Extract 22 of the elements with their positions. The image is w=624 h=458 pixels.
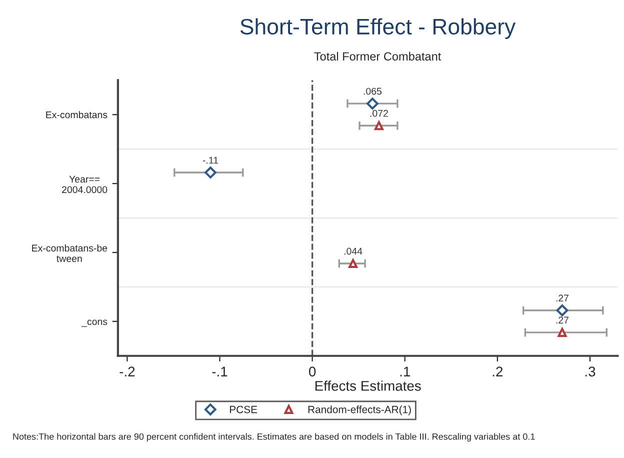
x-tick-label: -.2 [120,366,135,376]
x-axis-title: Effects Estimates [315,380,421,391]
legend-label: PCSE [230,406,258,414]
x-tick-label: .1 [400,366,410,376]
y-tick-label: _cons [81,320,108,327]
text: Notes:The horizontal bars are 90 percent confident intervals. Estimates are based on models in Table III. Rescaling variables at 0.1 [13,433,535,442]
chart-subtitle: Total Former Combatant [314,52,442,61]
data-label: -.11 [202,156,218,164]
y-tick-label: Ex-combatans [46,111,108,118]
chart-title: Short-Term Effect - Robbery [240,18,516,39]
data-label: .072 [370,110,388,117]
y-tick-label: Ex-combatans-be tween [32,244,108,262]
data-label: .27 [556,294,568,302]
data-label: .065 [364,88,382,95]
legend-label: Random-effects-AR(1) [308,406,411,416]
x-tick-label: .3 [585,366,596,376]
x-tick-label: -.1 [212,366,228,376]
data-label: .044 [344,248,362,255]
y-tick-label: Year== 2004.0000 [62,176,108,194]
x-tick-label: 0 [308,366,316,376]
data-label: .27 [556,316,568,324]
x-tick-label: .2 [492,366,503,376]
